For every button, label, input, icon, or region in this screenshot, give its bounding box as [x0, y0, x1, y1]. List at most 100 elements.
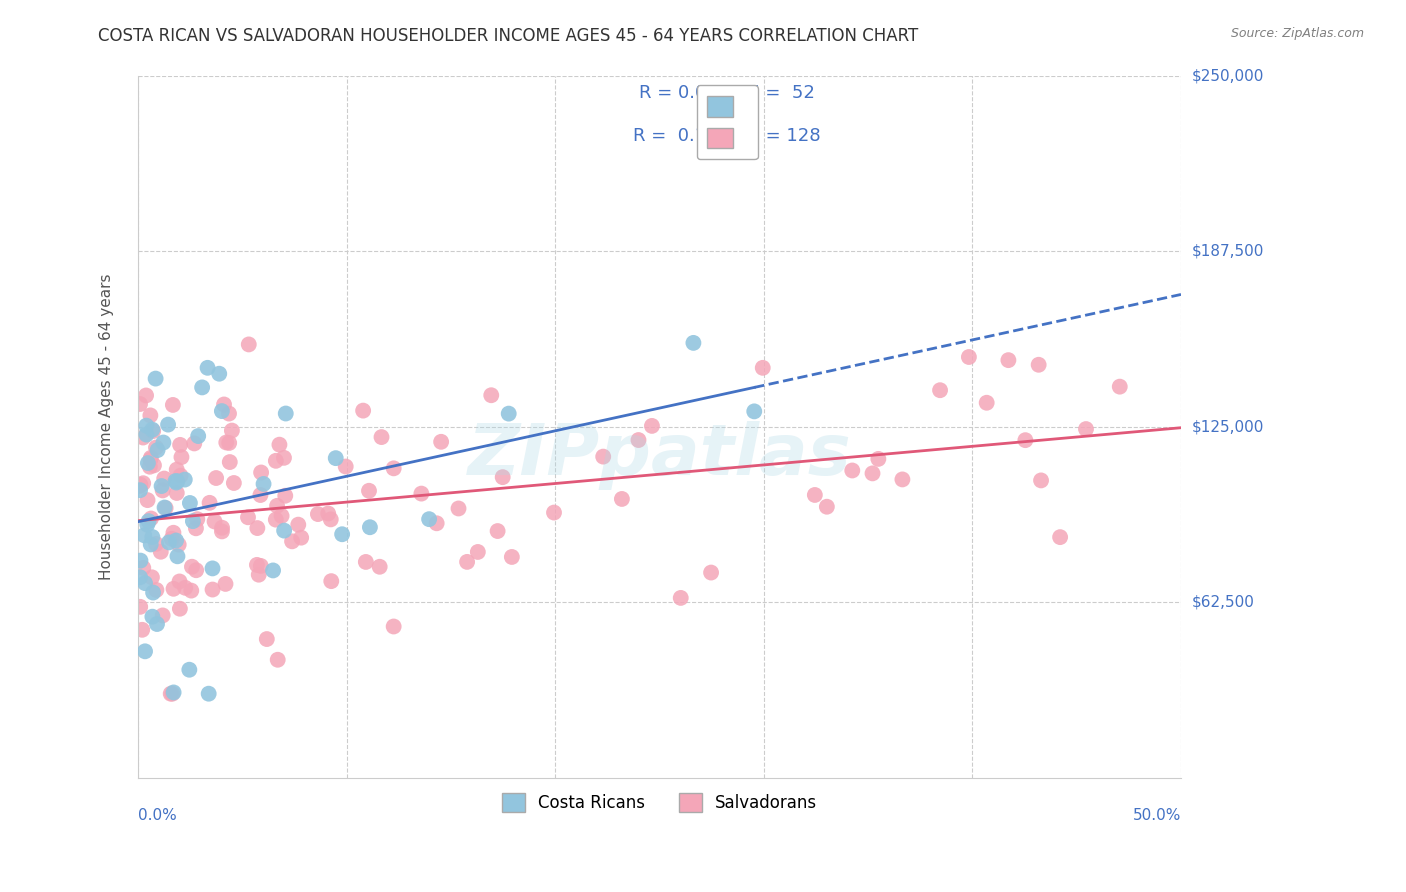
- Y-axis label: Householder Income Ages 45 - 64 years: Householder Income Ages 45 - 64 years: [100, 274, 114, 580]
- Point: [281, 534, 304, 549]
- Point: [252, 477, 274, 491]
- Point: [264, 454, 287, 468]
- Point: [222, 475, 245, 490]
- Point: [162, 687, 184, 701]
- Point: [169, 601, 191, 615]
- Point: [218, 455, 240, 469]
- Point: [287, 517, 309, 532]
- Point: [159, 687, 181, 701]
- Point: [181, 514, 204, 528]
- Point: [467, 545, 489, 559]
- Point: [173, 473, 195, 487]
- Point: [181, 559, 204, 574]
- Point: [142, 424, 165, 438]
- Point: [382, 461, 405, 475]
- Point: [267, 653, 290, 667]
- Point: [143, 458, 166, 473]
- Point: [218, 436, 240, 450]
- Point: [1014, 433, 1036, 447]
- Point: [815, 500, 838, 514]
- Point: [136, 493, 159, 508]
- Point: [501, 549, 523, 564]
- Point: [191, 380, 214, 394]
- Point: [129, 397, 152, 411]
- Point: [247, 567, 270, 582]
- Point: [641, 418, 664, 433]
- Point: [214, 577, 236, 591]
- Point: [841, 463, 863, 477]
- Point: [212, 397, 235, 411]
- Point: [155, 501, 177, 516]
- Point: [169, 438, 191, 452]
- Point: [370, 430, 392, 444]
- Point: [221, 424, 243, 438]
- Point: [145, 537, 167, 551]
- Point: [139, 459, 162, 474]
- Point: [249, 488, 271, 502]
- Point: [153, 471, 176, 485]
- Point: [208, 367, 231, 381]
- Point: [891, 472, 914, 486]
- Text: 50.0%: 50.0%: [1133, 808, 1181, 823]
- Point: [319, 512, 342, 526]
- Point: [162, 582, 184, 596]
- Point: [170, 450, 193, 464]
- Point: [131, 623, 153, 637]
- Point: [700, 566, 723, 580]
- Point: [335, 459, 357, 474]
- Point: [134, 644, 156, 658]
- Point: [179, 663, 201, 677]
- Point: [486, 524, 509, 538]
- Point: [368, 559, 391, 574]
- Point: [274, 489, 297, 503]
- Point: [135, 388, 157, 402]
- Point: [627, 433, 650, 447]
- Point: [162, 398, 184, 412]
- Point: [166, 474, 188, 488]
- Point: [186, 512, 208, 526]
- Point: [152, 483, 174, 498]
- Point: [132, 431, 155, 445]
- Point: [204, 515, 226, 529]
- Point: [250, 466, 273, 480]
- Point: [141, 423, 163, 437]
- Point: [997, 353, 1019, 368]
- Point: [211, 524, 233, 539]
- Point: [201, 582, 224, 597]
- Point: [184, 521, 207, 535]
- Text: R =  0.127   N = 128: R = 0.127 N = 128: [634, 127, 821, 145]
- Point: [152, 608, 174, 623]
- Point: [211, 521, 233, 535]
- Point: [153, 500, 176, 515]
- Point: [157, 535, 180, 549]
- Point: [179, 496, 201, 510]
- Point: [146, 443, 169, 458]
- Point: [610, 491, 633, 506]
- Point: [266, 499, 288, 513]
- Point: [139, 450, 162, 465]
- Point: [136, 517, 159, 532]
- Point: [129, 553, 152, 567]
- Point: [246, 558, 269, 572]
- Point: [141, 609, 163, 624]
- Point: [141, 530, 163, 544]
- Point: [129, 599, 152, 614]
- Point: [456, 555, 478, 569]
- Point: [430, 434, 453, 449]
- Point: [1074, 422, 1097, 436]
- Point: [325, 451, 347, 466]
- Point: [166, 486, 188, 500]
- Point: [976, 396, 998, 410]
- Point: [162, 685, 184, 699]
- Point: [165, 533, 187, 548]
- Point: [145, 441, 167, 455]
- Point: [742, 404, 765, 418]
- Point: [205, 471, 228, 485]
- Text: $125,000: $125,000: [1192, 419, 1264, 434]
- Point: [157, 417, 180, 432]
- Point: [957, 350, 980, 364]
- Point: [218, 407, 240, 421]
- Point: [592, 450, 614, 464]
- Text: $62,500: $62,500: [1192, 595, 1256, 610]
- Point: [479, 388, 502, 402]
